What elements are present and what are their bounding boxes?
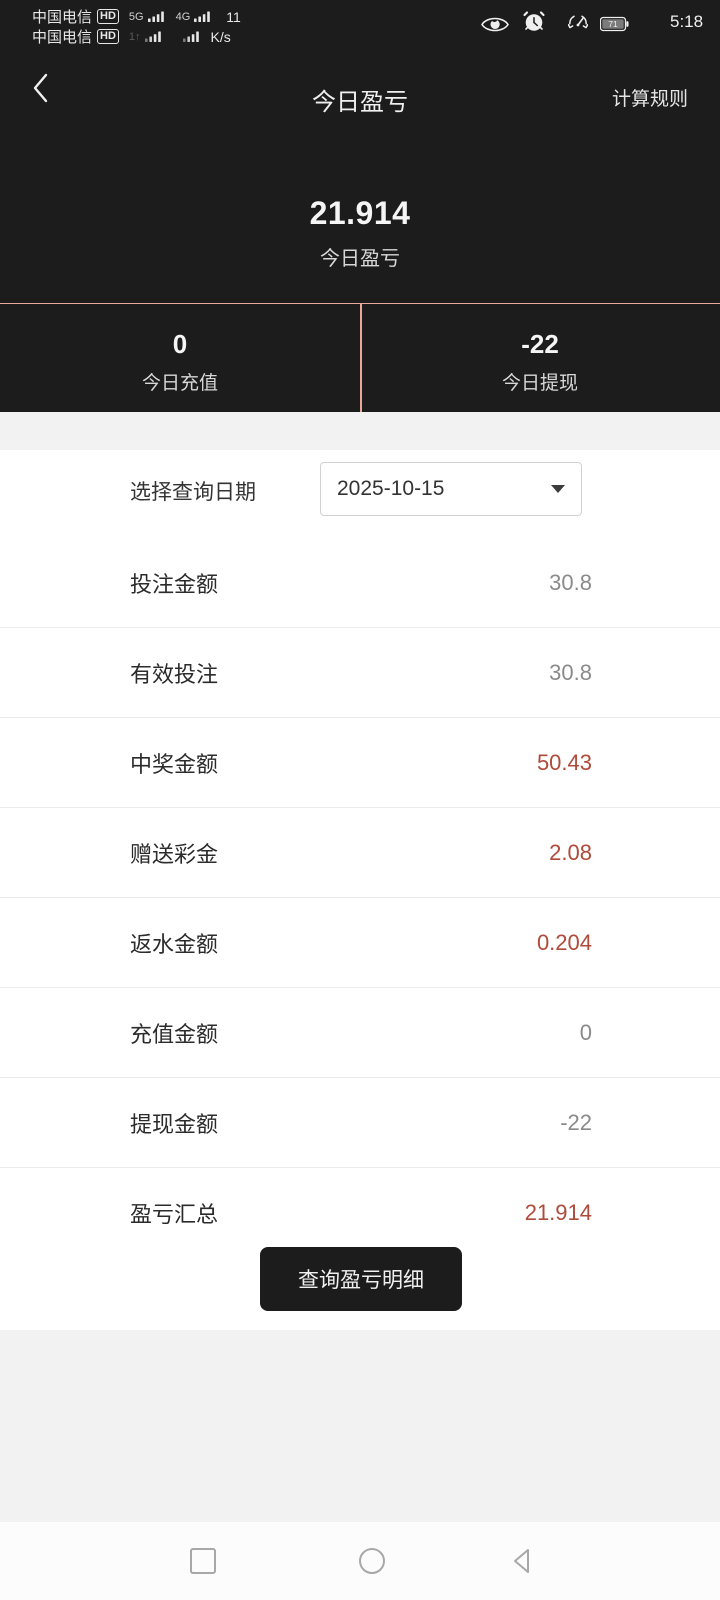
- svg-text:71: 71: [608, 19, 618, 29]
